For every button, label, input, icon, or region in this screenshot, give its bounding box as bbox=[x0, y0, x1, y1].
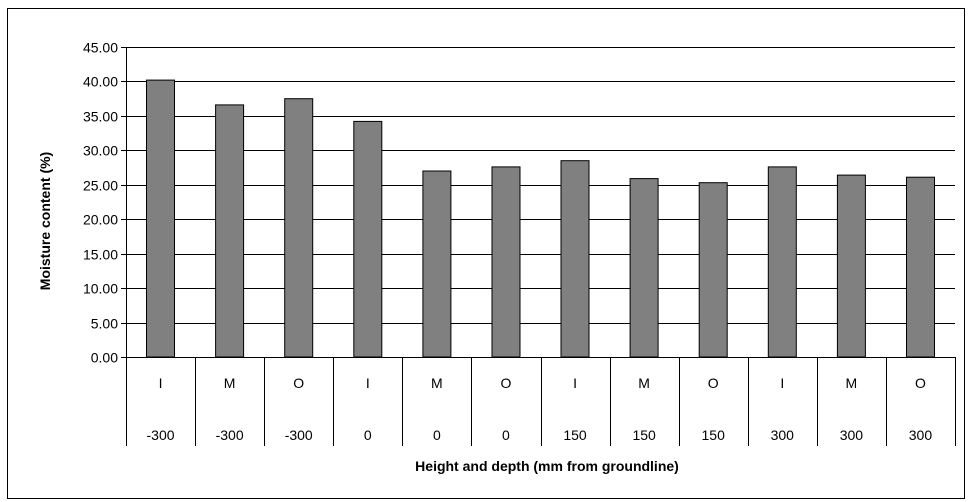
x-tick-label-position: O bbox=[293, 375, 304, 391]
y-tick-label: 30.00 bbox=[83, 143, 118, 159]
y-tick-label: 35.00 bbox=[83, 109, 118, 125]
x-tick-label-position: I bbox=[780, 375, 784, 391]
y-tick-label: 40.00 bbox=[83, 74, 118, 90]
x-tick-label-height: 300 bbox=[771, 427, 795, 443]
y-axis-title: Moisture content (%) bbox=[37, 152, 53, 290]
x-tick-label-height: 150 bbox=[563, 427, 587, 443]
x-tick-label-position: M bbox=[638, 375, 650, 391]
y-tick-label: 5.00 bbox=[91, 316, 118, 332]
x-tick-label-height: -300 bbox=[216, 427, 244, 443]
bar bbox=[560, 160, 590, 358]
x-tick-label-position: I bbox=[573, 375, 577, 391]
bar bbox=[353, 120, 383, 358]
chart-frame bbox=[7, 8, 965, 499]
x-tick-label-position: O bbox=[915, 375, 926, 391]
bar bbox=[146, 79, 175, 358]
bars bbox=[146, 79, 935, 358]
axes bbox=[121, 47, 956, 446]
x-tick-label-height: 300 bbox=[909, 427, 933, 443]
bar bbox=[836, 174, 866, 358]
bar bbox=[284, 98, 314, 358]
x-tick-label-position: M bbox=[431, 375, 443, 391]
gridlines bbox=[126, 47, 955, 324]
y-tick-label: 15.00 bbox=[83, 247, 118, 263]
x-tick-label-height: 150 bbox=[632, 427, 656, 443]
bar bbox=[422, 170, 452, 358]
x-tick-label-position: I bbox=[159, 375, 163, 391]
bar bbox=[629, 178, 659, 358]
x-tick-label-position: M bbox=[846, 375, 858, 391]
x-tick-label-position: I bbox=[366, 375, 370, 391]
x-tick-label-height: -300 bbox=[147, 427, 175, 443]
x-tick-label-height: 0 bbox=[433, 427, 441, 443]
x-tick-label-height: 150 bbox=[702, 427, 726, 443]
y-tick-label: 20.00 bbox=[83, 212, 118, 228]
x-tick-label-position: O bbox=[708, 375, 719, 391]
y-tick-label: 45.00 bbox=[83, 40, 118, 56]
bar bbox=[906, 176, 935, 358]
bar bbox=[491, 166, 521, 358]
x-tick-label-height: 0 bbox=[364, 427, 372, 443]
tick-labels: 0.00 5.00 10.00 15.00 20.00 25.00 30.00 35.00 40… bbox=[83, 40, 932, 444]
x-tick-label-height: 300 bbox=[840, 427, 864, 443]
bar bbox=[698, 182, 728, 358]
x-tick-label-height: 0 bbox=[502, 427, 510, 443]
y-tick-label: 10.00 bbox=[83, 281, 118, 297]
x-tick-label-position: M bbox=[224, 375, 236, 391]
y-tick-label: 0.00 bbox=[91, 350, 118, 366]
bar bbox=[215, 104, 245, 358]
x-tick-label-height: -300 bbox=[285, 427, 313, 443]
x-tick-label-position: O bbox=[501, 375, 512, 391]
x-axis-title: Height and depth (mm from groundline) bbox=[415, 458, 679, 474]
bar bbox=[767, 166, 797, 358]
y-tick-label: 25.00 bbox=[83, 178, 118, 194]
